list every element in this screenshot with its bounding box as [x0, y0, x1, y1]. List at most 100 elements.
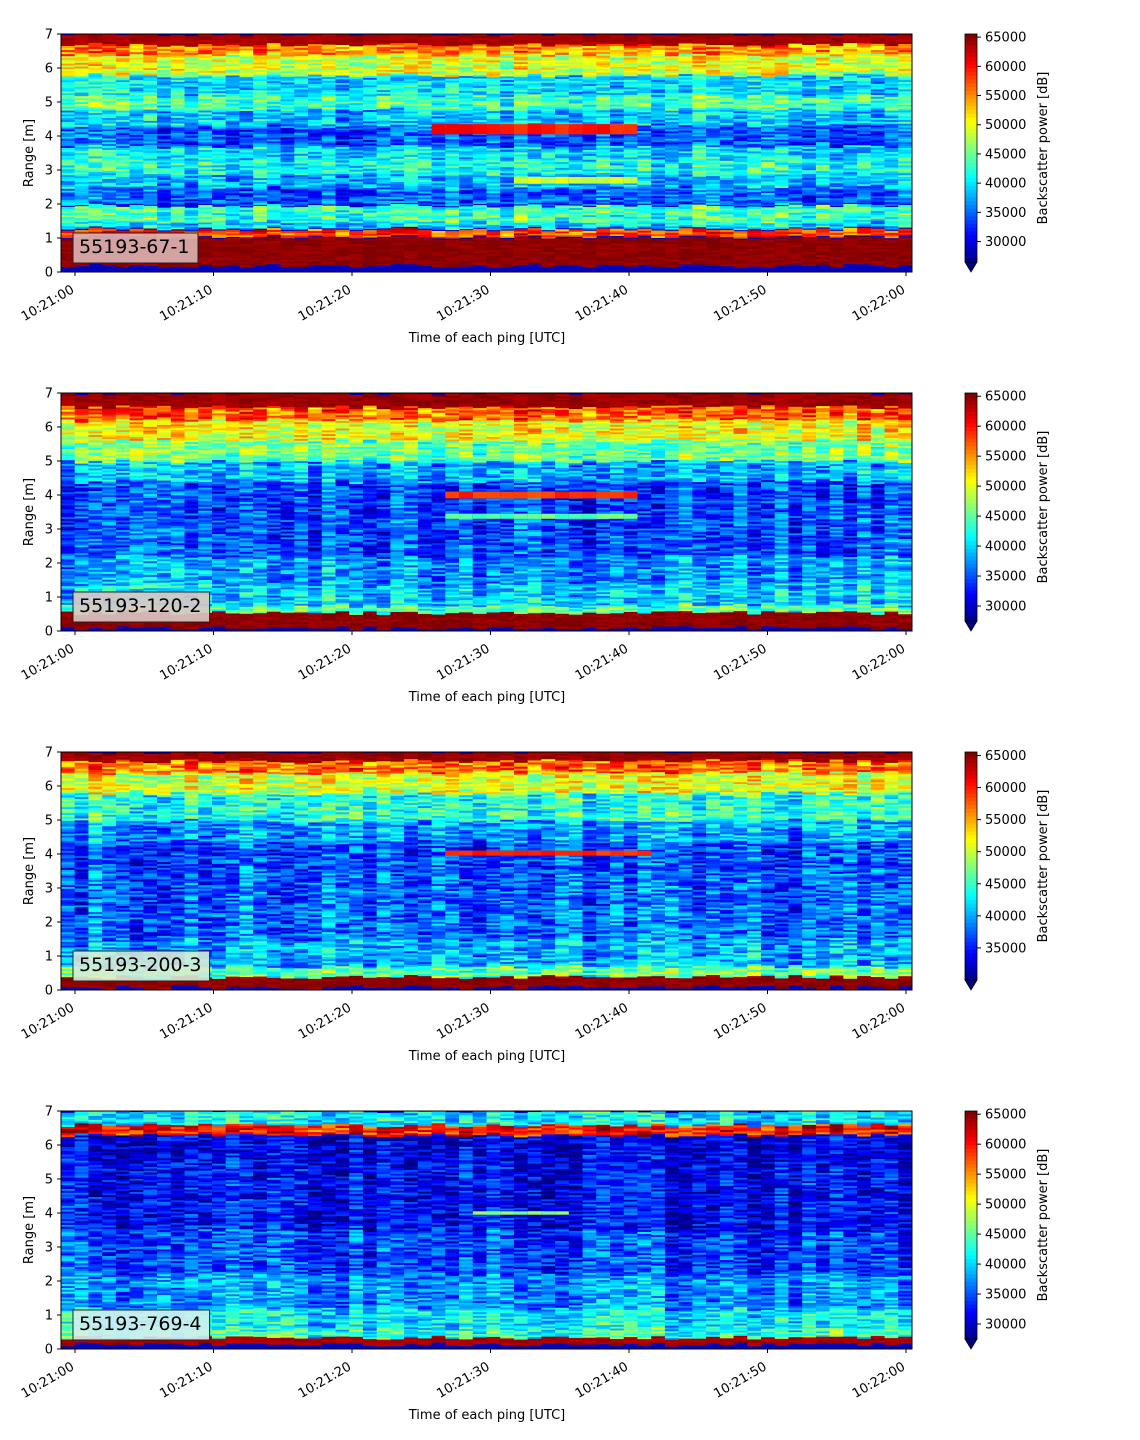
heatmap-cell	[582, 256, 597, 260]
heatmap-cell	[280, 211, 295, 214]
heatmap-cell	[266, 40, 282, 44]
heatmap-cell	[198, 190, 213, 193]
heatmap-cell	[500, 239, 515, 242]
heatmap-cell	[404, 78, 419, 82]
heatmap-cell	[349, 96, 364, 100]
heatmap-cell	[129, 193, 144, 197]
heatmap-cell	[211, 201, 227, 204]
heatmap-cell	[596, 134, 611, 137]
heatmap-cell	[362, 263, 378, 267]
heatmap-cell	[596, 228, 611, 231]
heatmap-cell	[198, 35, 213, 38]
heatmap-cell	[170, 107, 186, 111]
heatmap-cell	[596, 64, 611, 67]
heatmap-cell	[61, 43, 76, 46]
heatmap-cell	[74, 185, 90, 189]
heatmap-cell	[280, 63, 295, 66]
heatmap-cell	[417, 215, 433, 219]
heatmap-cell	[335, 82, 350, 85]
heatmap-cell	[513, 112, 529, 115]
heatmap-cell	[513, 74, 529, 78]
heatmap-cell	[335, 140, 350, 144]
heatmap-cell	[417, 84, 433, 87]
heatmap-cell	[500, 81, 515, 84]
heatmap-cell	[431, 147, 446, 151]
heatmap-cell	[500, 53, 515, 57]
heatmap-cell	[349, 67, 364, 70]
heatmap-cell	[362, 113, 378, 116]
heatmap-cell	[362, 77, 378, 80]
heatmap-cell	[596, 90, 611, 93]
heatmap-cell	[143, 129, 158, 133]
heatmap-cell	[253, 50, 268, 54]
heatmap-cell	[568, 161, 584, 165]
heatmap-cell	[88, 185, 103, 188]
heatmap-cell	[198, 108, 213, 111]
heatmap-cell	[349, 136, 364, 140]
heatmap-cell	[513, 145, 529, 149]
heatmap-cell	[500, 147, 515, 150]
heatmap-cell	[321, 34, 337, 37]
heatmap-cell	[129, 77, 144, 81]
heatmap-cell	[445, 144, 460, 147]
heatmap-cell	[198, 232, 213, 235]
heatmap-cell	[266, 101, 282, 104]
heatmap-cell	[115, 45, 131, 48]
heatmap-cell	[541, 249, 556, 253]
heatmap-cell	[445, 94, 460, 98]
heatmap-cell	[129, 104, 144, 107]
heatmap-cell	[445, 199, 460, 203]
heatmap-cell	[596, 37, 611, 40]
heatmap-cell	[513, 54, 529, 57]
heatmap-cell	[74, 128, 90, 131]
heatmap-cell	[513, 241, 529, 245]
heatmap-cell	[390, 89, 405, 93]
heatmap-cell	[308, 53, 323, 57]
heatmap-cell	[555, 55, 570, 59]
heatmap-cell	[280, 142, 295, 145]
heatmap-cell	[280, 224, 295, 227]
heatmap-cell	[445, 93, 460, 96]
heatmap-cell	[74, 175, 90, 179]
heatmap-cell	[294, 111, 309, 115]
heatmap-cell	[431, 239, 446, 242]
heatmap-cell	[335, 189, 350, 192]
heatmap-cell	[211, 55, 227, 58]
heatmap-cell	[61, 256, 76, 260]
heatmap-cell	[280, 165, 295, 168]
heatmap-cell	[404, 88, 419, 91]
heatmap-cell	[404, 120, 419, 123]
heatmap-cell	[115, 83, 131, 86]
heatmap-cell	[294, 102, 309, 105]
heatmap-cell	[541, 147, 556, 151]
heatmap-cell	[555, 142, 570, 145]
heatmap-cell	[266, 80, 282, 83]
heatmap-cell	[74, 215, 90, 219]
heatmap-cell	[184, 192, 199, 196]
heatmap-cell	[61, 199, 76, 203]
heatmap-cell	[321, 97, 337, 100]
heatmap-cell	[445, 85, 460, 89]
heatmap-cell	[623, 235, 639, 238]
heatmap-cell	[211, 262, 227, 265]
heatmap-cell	[390, 232, 405, 236]
heatmap-cell	[582, 220, 597, 223]
heatmap-cell	[321, 194, 337, 197]
heatmap-cell	[211, 227, 227, 230]
heatmap-cell	[170, 109, 186, 113]
heatmap-cell	[88, 227, 103, 230]
heatmap-cell	[88, 205, 103, 209]
heatmap-cell	[376, 93, 392, 96]
heatmap-cell	[431, 225, 446, 229]
heatmap-cell	[417, 169, 433, 173]
heatmap-cell	[129, 51, 144, 55]
heatmap-cell	[568, 169, 584, 172]
heatmap-cell	[294, 94, 309, 97]
heatmap-cell	[335, 103, 350, 106]
heatmap-cell	[486, 144, 501, 147]
heatmap-cell	[486, 69, 501, 72]
heatmap-cell	[88, 219, 103, 222]
heatmap-cell	[445, 253, 460, 256]
heatmap-cell	[486, 85, 501, 89]
heatmap-cell	[102, 223, 117, 226]
